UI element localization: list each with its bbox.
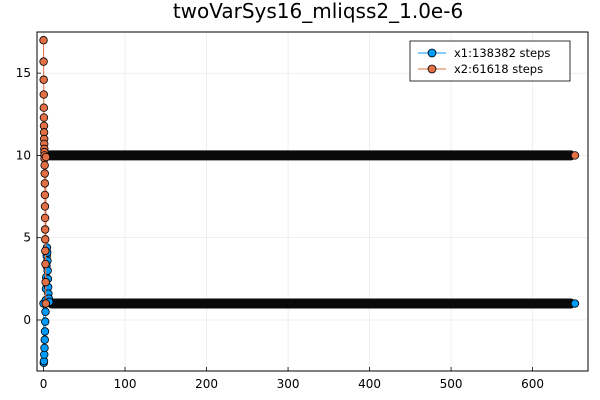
x-tick-label: 400 [358,377,381,391]
y-tick-label: 0 [23,313,31,327]
data-point [40,190,50,200]
legend-marker [427,48,437,58]
y-tick-label: 15 [16,66,31,80]
data-point [41,259,50,269]
legend: x1:138382 steps x2:61618 steps [409,40,571,82]
data-point [39,103,49,112]
data-point [41,235,50,244]
data-point [40,202,50,211]
data-point [40,335,49,344]
data-point [40,327,50,336]
data-point [40,225,50,234]
x-tick-label: 200 [195,377,218,391]
data-point [40,169,49,178]
data-point [41,246,50,256]
axis-ticks: 0 100 200 300 400 500 600 0 5 10 15 [16,66,544,391]
data-point [40,179,50,188]
data-point [40,213,50,223]
data-point [39,57,48,66]
x-tick-label: 100 [114,377,137,391]
x-tick-label: 500 [440,377,463,391]
data-point [41,317,50,326]
chart-title: twoVarSys16_mliqss2_1.0e-6 [173,0,463,23]
data-point [39,113,49,122]
plot-frame [36,31,589,372]
data-point [39,36,48,45]
x-tick-label: 0 [40,377,48,391]
legend-label: x2:61618 steps [454,62,543,76]
steady-marker-band [47,298,575,309]
y-tick-label: 5 [23,231,31,245]
legend-label: x1:138382 steps [454,46,550,60]
data-point [41,152,51,162]
grid [37,32,588,371]
data-point [41,307,50,316]
data-point [41,277,50,287]
data-point [41,299,51,308]
data-point [40,343,49,353]
data-point [39,90,48,99]
x-tick-label: 600 [521,377,544,391]
y-tick-label: 10 [16,148,31,162]
legend-box [409,40,571,82]
legend-marker [427,64,437,74]
steady-marker-band [45,150,575,161]
data-point-end [570,299,580,308]
plot-area [39,36,580,367]
series-2 [39,36,580,308]
series-1 [39,243,580,367]
x-tick-label: 300 [277,377,300,391]
data-point [40,161,49,170]
data-point-end [570,151,580,160]
data-point [39,75,48,84]
